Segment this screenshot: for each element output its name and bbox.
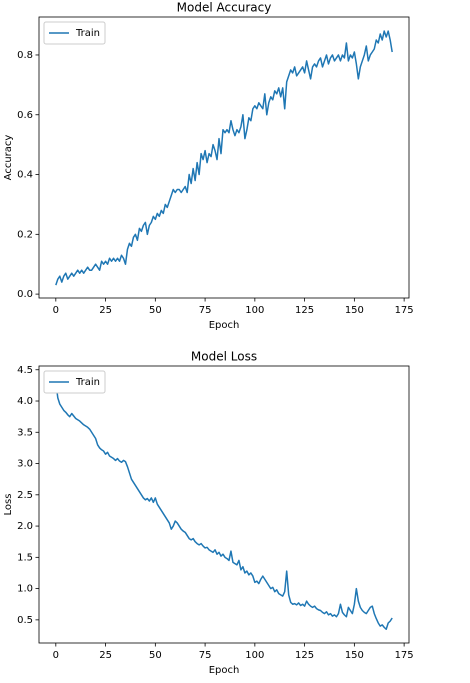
legend-box	[43, 370, 106, 394]
x-tick-label: 75	[199, 650, 212, 661]
y-tick-label: 1.5	[17, 552, 33, 563]
y-tick-label: 0.0	[17, 289, 33, 300]
x-tick-label: 25	[99, 305, 112, 316]
x-tick-label: 100	[245, 650, 264, 661]
chart-title: Model Loss	[191, 350, 257, 364]
line-series	[55, 30, 393, 286]
x-tick-label: 175	[395, 305, 414, 316]
x-tick-label: 0	[53, 305, 59, 316]
axes-frame	[38, 365, 410, 644]
y-tick-label: 1.0	[17, 584, 33, 595]
x-tick-label: 100	[245, 305, 264, 316]
y-tick-label: 0.5	[17, 615, 33, 626]
axes-frame	[38, 16, 410, 299]
y-tick-label: 4.0	[17, 396, 33, 407]
x-tick-label: 125	[295, 650, 314, 661]
chart-title: Model Accuracy	[177, 1, 272, 15]
y-tick-label: 0.6	[17, 110, 33, 121]
x-tick-label: 75	[199, 305, 212, 316]
x-axis-label: Epoch	[209, 320, 240, 331]
y-axis-label: Loss	[3, 494, 14, 516]
legend-label: Train	[75, 28, 100, 39]
x-tick-label: 50	[149, 305, 162, 316]
legend-box	[43, 21, 106, 45]
y-tick-label: 3.5	[17, 427, 33, 438]
y-tick-label: 4.5	[17, 365, 33, 376]
x-tick-label: 0	[53, 650, 59, 661]
x-tick-label: 25	[99, 650, 112, 661]
x-tick-label: 150	[345, 305, 364, 316]
x-tick-label: 125	[295, 305, 314, 316]
x-tick-label: 175	[395, 650, 414, 661]
x-axis-label: Epoch	[209, 665, 240, 676]
y-axis-label: Accuracy	[3, 135, 14, 181]
x-tick-label: 50	[149, 650, 162, 661]
line-series	[55, 382, 393, 630]
legend-label: Train	[75, 377, 100, 388]
y-tick-label: 3.0	[17, 459, 33, 470]
y-tick-label: 2.0	[17, 521, 33, 532]
x-tick-label: 150	[345, 650, 364, 661]
y-tick-label: 0.8	[17, 50, 33, 61]
y-tick-label: 2.5	[17, 490, 33, 501]
y-tick-label: 0.2	[17, 229, 33, 240]
y-tick-label: 0.4	[17, 170, 33, 181]
